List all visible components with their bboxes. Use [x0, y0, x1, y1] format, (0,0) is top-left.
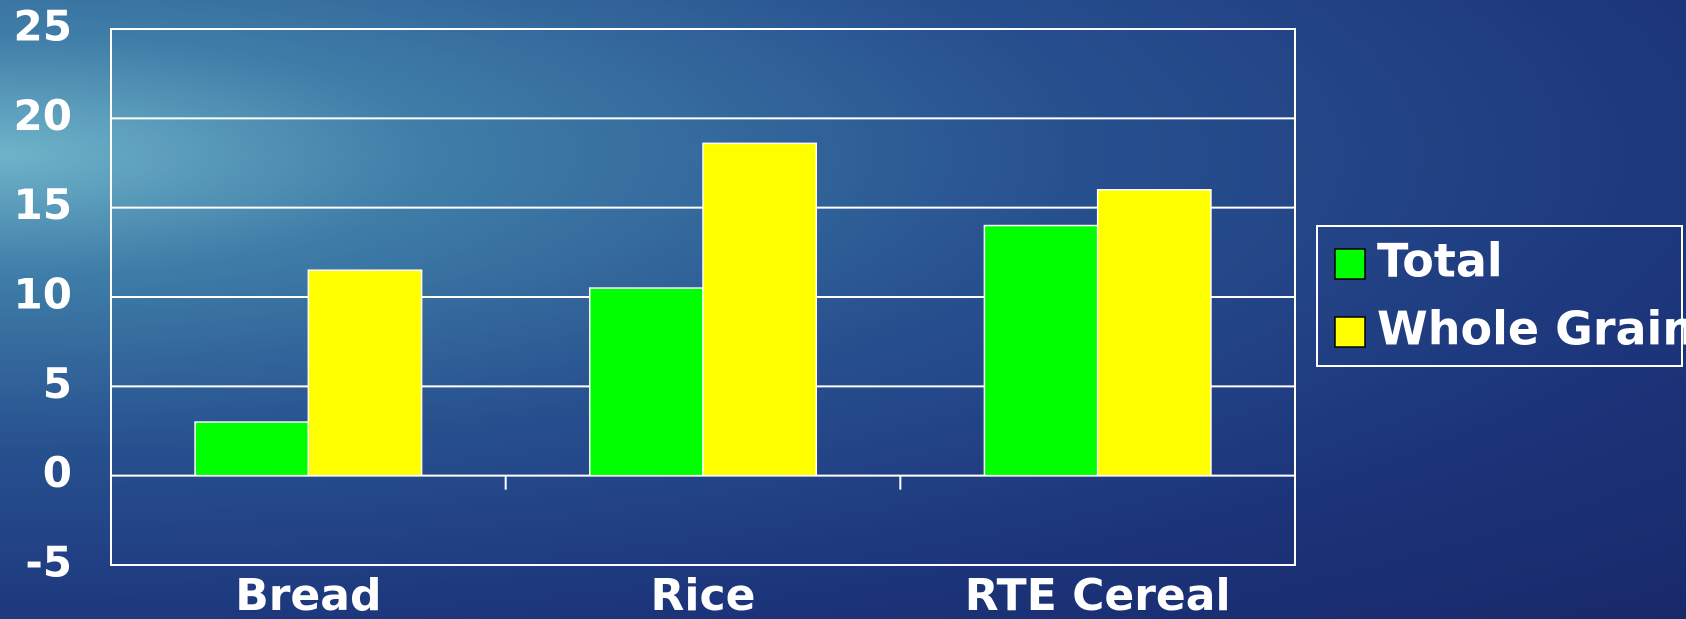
page: {"chart_data": {"type": "bar", "categori… — [0, 0, 1686, 619]
bar — [703, 143, 816, 475]
bar — [590, 288, 703, 476]
bar — [308, 270, 421, 475]
x-tick-label: RTE Cereal — [965, 570, 1231, 619]
y-tick-label: 5 — [43, 359, 72, 408]
y-tick-label: -5 — [25, 538, 72, 587]
legend-swatch — [1335, 249, 1365, 279]
y-tick-label: 25 — [14, 2, 72, 51]
legend-label[interactable]: Total — [1377, 234, 1503, 288]
chart: -5 0 5 10 15 20 25 Bread Rice RTE Cereal Total Whol… — [0, 0, 1686, 619]
legend-swatch — [1335, 317, 1365, 347]
x-tick-label: Bread — [235, 570, 381, 619]
y-tick-label: 10 — [14, 270, 72, 319]
legend-label[interactable]: Whole Grain — [1377, 302, 1686, 356]
y-tick-label: 0 — [43, 448, 72, 497]
bar — [1098, 190, 1211, 476]
y-tick-label: 15 — [14, 180, 72, 229]
bar — [195, 422, 308, 476]
x-tick-label: Rice — [651, 570, 756, 619]
bar — [984, 226, 1097, 476]
y-tick-label: 20 — [14, 91, 72, 140]
